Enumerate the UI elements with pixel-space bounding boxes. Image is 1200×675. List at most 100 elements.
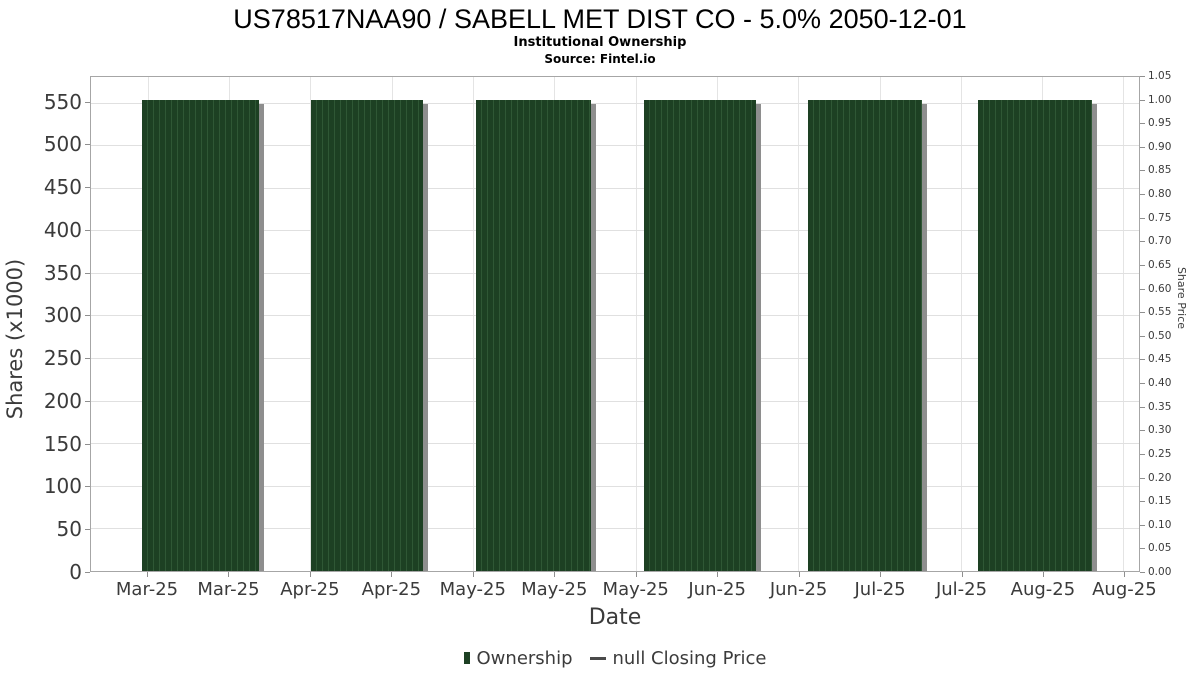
right-tick-mark	[1140, 217, 1145, 219]
y-gridline	[91, 187, 1139, 189]
left-tick-label: 0	[69, 560, 82, 584]
x-tick-mark	[147, 572, 148, 577]
left-tick-mark	[85, 315, 90, 317]
right-tick-label: 0.10	[1148, 518, 1172, 531]
left-tick-mark	[85, 529, 90, 531]
right-tick-mark	[1140, 146, 1145, 148]
right-tick-mark	[1140, 501, 1145, 503]
x-gridline	[473, 77, 475, 571]
left-tick-label: 400	[43, 217, 82, 242]
x-tick-label: Apr-25	[280, 579, 340, 600]
left-tick-mark	[85, 144, 90, 146]
right-tick-mark	[1140, 99, 1145, 101]
right-tick-label: 0.65	[1148, 258, 1172, 271]
right-tick-label: 0.45	[1148, 353, 1172, 366]
ownership-bar-group-aug-25[interactable]	[977, 99, 1092, 571]
right-tick-mark	[1140, 383, 1145, 385]
ownership-bar-group-may-25[interactable]	[475, 99, 591, 571]
chart-title: US78517NAA90 / SABELL MET DIST CO - 5.0%…	[233, 4, 967, 34]
right-tick-label: 0.15	[1148, 495, 1172, 508]
right-tick-label: 0.30	[1148, 424, 1172, 437]
x-tick-label: May-25	[439, 579, 506, 600]
right-tick-mark	[1140, 264, 1145, 266]
right-tick-label: 0.35	[1148, 400, 1172, 413]
left-tick-label: 350	[43, 260, 82, 285]
right-tick-mark	[1140, 194, 1145, 196]
right-tick-mark	[1140, 123, 1145, 125]
x-tick-mark	[798, 572, 800, 577]
x-tick-mark	[309, 572, 311, 577]
x-tick-mark	[717, 572, 719, 577]
right-tick-label: 0.05	[1148, 542, 1172, 555]
ownership-legend-swatch-icon	[463, 652, 470, 664]
x-gridline	[798, 77, 800, 571]
right-tick-label: 0.25	[1148, 447, 1172, 460]
ownership-bar-group-mar-25[interactable]	[142, 99, 259, 571]
x-tick-label: Jun-25	[688, 579, 746, 600]
x-tick-mark	[880, 572, 882, 577]
y-gridline	[91, 315, 1139, 317]
y-gridline	[91, 485, 1139, 487]
x-tick-mark	[1124, 572, 1126, 577]
right-tick-label: 0.90	[1148, 140, 1172, 153]
x-tick-mark	[635, 572, 637, 577]
y-gridline	[91, 145, 1139, 147]
x-tick-label: Jul-25	[935, 579, 988, 600]
x-tick-label: Aug-25	[1010, 579, 1076, 600]
right-tick-label: 0.60	[1148, 282, 1172, 295]
x-tick-label: Apr-25	[361, 579, 422, 600]
right-tick-label: 0.85	[1148, 164, 1172, 177]
right-tick-mark	[1140, 335, 1145, 337]
right-tick-label: 0.75	[1148, 211, 1172, 224]
y-gridline	[91, 272, 1139, 274]
right-tick-label: 0.80	[1148, 188, 1172, 201]
right-tick-mark	[1140, 288, 1145, 290]
right-tick-mark	[1140, 170, 1145, 172]
right-tick-mark	[1140, 406, 1145, 408]
ownership-bar-group-jul-25[interactable]	[807, 99, 923, 571]
right-tick-label: 0.40	[1148, 377, 1172, 390]
x-tick-mark	[1042, 572, 1044, 577]
x-tick-mark	[391, 572, 393, 577]
x-tick-mark	[961, 572, 963, 577]
right-tick-mark	[1140, 548, 1145, 550]
y-gridline	[91, 230, 1139, 232]
x-tick-label: Jul-25	[854, 579, 906, 600]
ownership-bar-group-jun-25[interactable]	[644, 99, 757, 571]
legend-closing-price-label: null Closing Price	[612, 647, 767, 669]
left-tick-label: 450	[43, 175, 82, 200]
legend-ownership-label: Ownership	[476, 647, 573, 669]
left-tick-mark	[85, 572, 90, 573]
x-gridline	[310, 77, 312, 571]
left-tick-label: 150	[43, 431, 82, 456]
chart-source: Source: Fintel.io	[544, 52, 656, 66]
right-tick-label: 0.55	[1148, 306, 1172, 319]
right-tick-mark	[1140, 359, 1145, 361]
y-gridline	[91, 443, 1139, 445]
left-tick-label: 250	[43, 346, 82, 371]
left-tick-label: 200	[43, 388, 82, 413]
right-tick-label: 0.20	[1148, 471, 1172, 484]
x-tick-label: Aug-25	[1092, 579, 1157, 600]
left-tick-mark	[85, 400, 90, 402]
legend: Ownership null Closing Price	[90, 645, 1140, 671]
left-tick-mark	[85, 443, 90, 445]
left-tick-label: 100	[43, 474, 82, 499]
ownership-bar-group-apr-25[interactable]	[311, 99, 424, 571]
right-tick-mark	[1140, 572, 1145, 573]
x-tick-mark	[472, 572, 474, 577]
right-tick-label: 1.00	[1148, 93, 1172, 106]
left-tick-mark	[85, 486, 90, 488]
x-tick-label: May-25	[521, 579, 588, 600]
x-tick-mark	[228, 572, 230, 577]
right-tick-label: 0.50	[1148, 329, 1172, 342]
y-gridline	[91, 358, 1139, 360]
right-tick-label: 0.70	[1148, 235, 1172, 248]
left-tick-label: 550	[43, 89, 82, 114]
x-axis-title: Date	[588, 605, 642, 630]
left-tick-label: 500	[43, 132, 82, 157]
x-gridline	[635, 77, 637, 571]
right-tick-mark	[1140, 524, 1145, 526]
right-tick-mark	[1140, 453, 1145, 455]
